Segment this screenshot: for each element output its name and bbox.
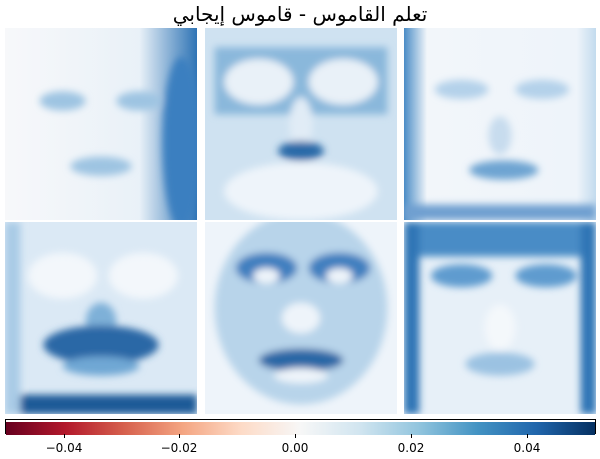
colorbar <box>5 419 596 435</box>
face-panel-2 <box>205 28 397 220</box>
colorbar-tick-label: 0.04 <box>513 441 541 455</box>
colorbar-tick <box>411 434 412 438</box>
face-panel-3 <box>404 28 596 220</box>
colorbar-tick-label: −0.02 <box>160 441 198 455</box>
colorbar-tick <box>295 434 296 438</box>
colorbar-tick-label: 0.02 <box>397 441 425 455</box>
chart-title: تعلم القاموس - قاموس إيجابي <box>172 2 428 26</box>
colorbar-tick <box>179 434 180 438</box>
face-panel-6 <box>404 222 596 414</box>
colorbar-tick-label: 0.00 <box>281 441 309 455</box>
colorbar-tick <box>64 434 65 438</box>
face-panel-4 <box>5 222 197 414</box>
face-panel-1 <box>5 28 197 220</box>
face-panel-5 <box>205 222 397 414</box>
colorbar-tick <box>527 434 528 438</box>
colorbar-tick-label: −0.04 <box>45 441 83 455</box>
